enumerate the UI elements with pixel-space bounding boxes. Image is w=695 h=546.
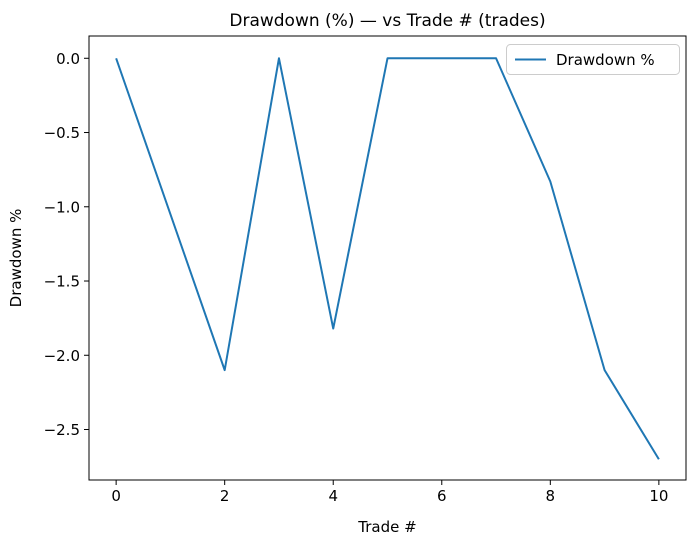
y-tick-label: −1.0	[44, 198, 80, 216]
x-tick-label: 0	[111, 487, 121, 505]
x-tick-label: 6	[437, 487, 447, 505]
chart-title: Drawdown (%) — vs Trade # (trades)	[229, 11, 545, 31]
y-tick-label: −2.0	[44, 347, 80, 365]
drawdown-series-line	[115, 57, 660, 460]
plot-area-border	[88, 35, 687, 481]
y-axis-ticks: 0.0 −0.5 −1.0 −1.5 −2.0 −2.5	[44, 50, 89, 439]
legend-box	[506, 44, 680, 75]
y-axis-label: Drawdown %	[7, 209, 25, 308]
x-tick-label: 2	[220, 487, 230, 505]
x-tick-label: 10	[649, 487, 668, 505]
x-axis-ticks: 0 2 4 6 8 10	[111, 480, 668, 505]
x-axis-label: Trade #	[357, 518, 416, 536]
legend: Drawdown %	[506, 44, 680, 75]
y-tick-label: −1.5	[44, 273, 80, 291]
y-tick-label: 0.0	[56, 50, 80, 68]
y-tick-label: −0.5	[44, 124, 80, 142]
x-tick-label: 8	[546, 487, 556, 505]
x-tick-label: 4	[328, 487, 338, 505]
y-tick-label: −2.5	[44, 421, 80, 439]
legend-label: Drawdown %	[556, 51, 655, 69]
